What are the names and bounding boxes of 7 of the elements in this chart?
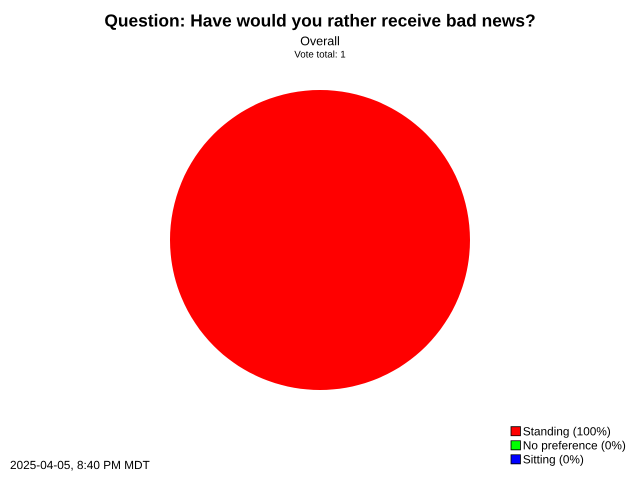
legend-label: No preference (0%) bbox=[524, 440, 626, 452]
text: 2025-04-05, 8:40 PM MDT bbox=[10, 460, 150, 471]
chart-title: Question: Have would you rather receive bad news? bbox=[105, 14, 535, 30]
legend-label: Sitting (0%) bbox=[523, 454, 584, 466]
text: Vote total: 1 bbox=[294, 50, 346, 58]
legend-label: Standing (100%) bbox=[523, 426, 610, 438]
chart-subtitle: Overall bbox=[300, 36, 339, 46]
